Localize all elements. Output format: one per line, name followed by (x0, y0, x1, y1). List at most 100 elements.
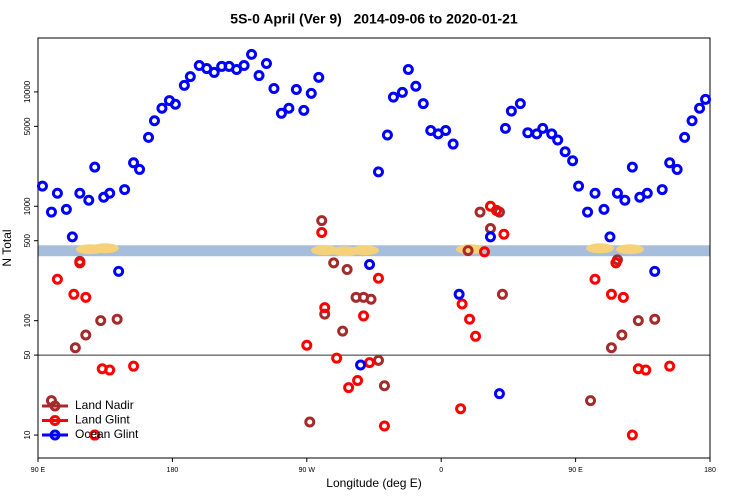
point (649, 313, 661, 325)
point (372, 272, 384, 284)
point (378, 380, 390, 392)
point (36, 180, 48, 192)
point (104, 187, 116, 199)
point (531, 128, 543, 140)
legend-marker (49, 415, 61, 426)
point (51, 273, 63, 285)
point (341, 264, 353, 276)
point (260, 58, 272, 70)
point (365, 293, 377, 305)
point (316, 215, 328, 227)
point (470, 330, 482, 342)
y-tick-label: 50 (23, 350, 32, 359)
point (462, 245, 474, 257)
y-tick-label: 10000 (23, 80, 32, 103)
plot-frame (37, 37, 711, 459)
point (589, 273, 601, 285)
land-shape (91, 243, 119, 254)
point (617, 291, 629, 303)
point (304, 416, 316, 428)
series (51, 200, 676, 441)
point (95, 315, 107, 327)
series (36, 48, 712, 400)
legend-marker (49, 400, 61, 412)
point (598, 203, 610, 215)
point (364, 258, 376, 270)
point (456, 298, 468, 310)
point (605, 288, 617, 300)
point (238, 60, 250, 72)
point (156, 102, 168, 114)
x-tick-label: 180 (704, 467, 716, 474)
point (514, 98, 526, 110)
point (74, 187, 86, 199)
point (148, 115, 160, 127)
point (331, 352, 343, 364)
point (604, 231, 616, 243)
series (45, 206, 661, 441)
point (686, 115, 698, 127)
point (546, 128, 558, 140)
point (605, 342, 617, 354)
point (616, 329, 628, 341)
legend-label: Ocean Glint (75, 427, 139, 441)
point (80, 329, 92, 341)
point (700, 93, 712, 105)
point (537, 122, 549, 134)
point (298, 104, 310, 116)
x-tick-label: 90 E (31, 467, 46, 474)
point (283, 102, 295, 114)
point (498, 228, 510, 240)
point (402, 63, 414, 75)
point (410, 80, 422, 92)
point (268, 83, 280, 95)
x-tick-label: 90 E (568, 467, 583, 474)
point (582, 206, 594, 218)
point (83, 194, 95, 206)
point (484, 222, 496, 234)
point (455, 403, 467, 415)
point (305, 87, 317, 99)
point (328, 257, 340, 269)
legend-label: Land Glint (75, 413, 130, 427)
point (343, 382, 355, 394)
point (611, 187, 623, 199)
point (80, 291, 92, 303)
point (74, 257, 86, 269)
point (640, 364, 652, 376)
point (68, 288, 80, 300)
point (253, 70, 265, 82)
point (381, 129, 393, 141)
point (567, 155, 579, 167)
point (208, 66, 220, 78)
point (464, 313, 476, 325)
point (119, 184, 131, 196)
point (552, 134, 564, 146)
point (316, 226, 328, 238)
point (378, 420, 390, 432)
point (619, 194, 631, 206)
point (499, 122, 511, 134)
point (51, 187, 63, 199)
point (417, 98, 429, 110)
legend-label: Land Nadir (75, 398, 134, 412)
point (134, 163, 146, 175)
point (143, 131, 155, 143)
point (626, 429, 638, 441)
point (387, 91, 399, 103)
point (671, 163, 683, 175)
point (372, 354, 384, 366)
point (522, 127, 534, 139)
x-tick-label: 0 (439, 467, 443, 474)
point (364, 357, 376, 369)
point (664, 157, 676, 169)
y-tick-label: 500 (23, 234, 32, 248)
point (372, 166, 384, 178)
point (505, 105, 517, 117)
x-tick-label: 90 W (299, 467, 316, 474)
land-shape (616, 244, 644, 255)
point (641, 187, 653, 199)
point (89, 161, 101, 173)
point (355, 359, 367, 371)
